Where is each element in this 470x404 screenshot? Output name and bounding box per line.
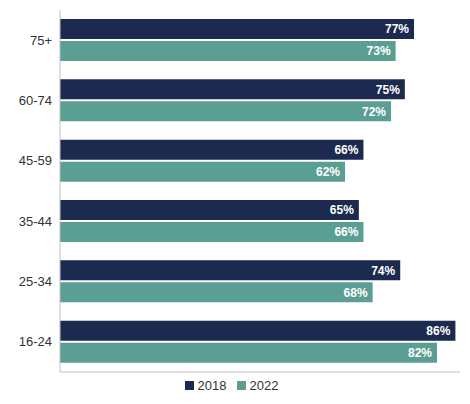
svg-text:45-59: 45-59: [19, 153, 52, 168]
svg-text:65%: 65%: [330, 203, 354, 217]
svg-text:16-24: 16-24: [19, 334, 52, 349]
svg-text:73%: 73%: [367, 44, 391, 58]
svg-text:75+: 75+: [30, 33, 52, 48]
svg-text:82%: 82%: [408, 346, 432, 360]
html-text:2022: 2022: [249, 378, 279, 393]
svg-text:62%: 62%: [316, 165, 340, 179]
svg-text:75%: 75%: [376, 83, 400, 97]
svg-text:77%: 77%: [385, 22, 409, 36]
svg-text:66%: 66%: [334, 143, 358, 157]
svg-text:66%: 66%: [334, 225, 358, 239]
svg-text:60-74: 60-74: [19, 93, 52, 108]
svg-text:74%: 74%: [371, 264, 395, 278]
svg-text:35-44: 35-44: [19, 214, 52, 229]
svg-text:86%: 86%: [426, 324, 450, 338]
svg-text:25-34: 25-34: [19, 274, 52, 289]
html-text:2018: 2018: [197, 378, 227, 393]
svg-text:68%: 68%: [344, 286, 368, 300]
svg-text:72%: 72%: [362, 105, 386, 119]
